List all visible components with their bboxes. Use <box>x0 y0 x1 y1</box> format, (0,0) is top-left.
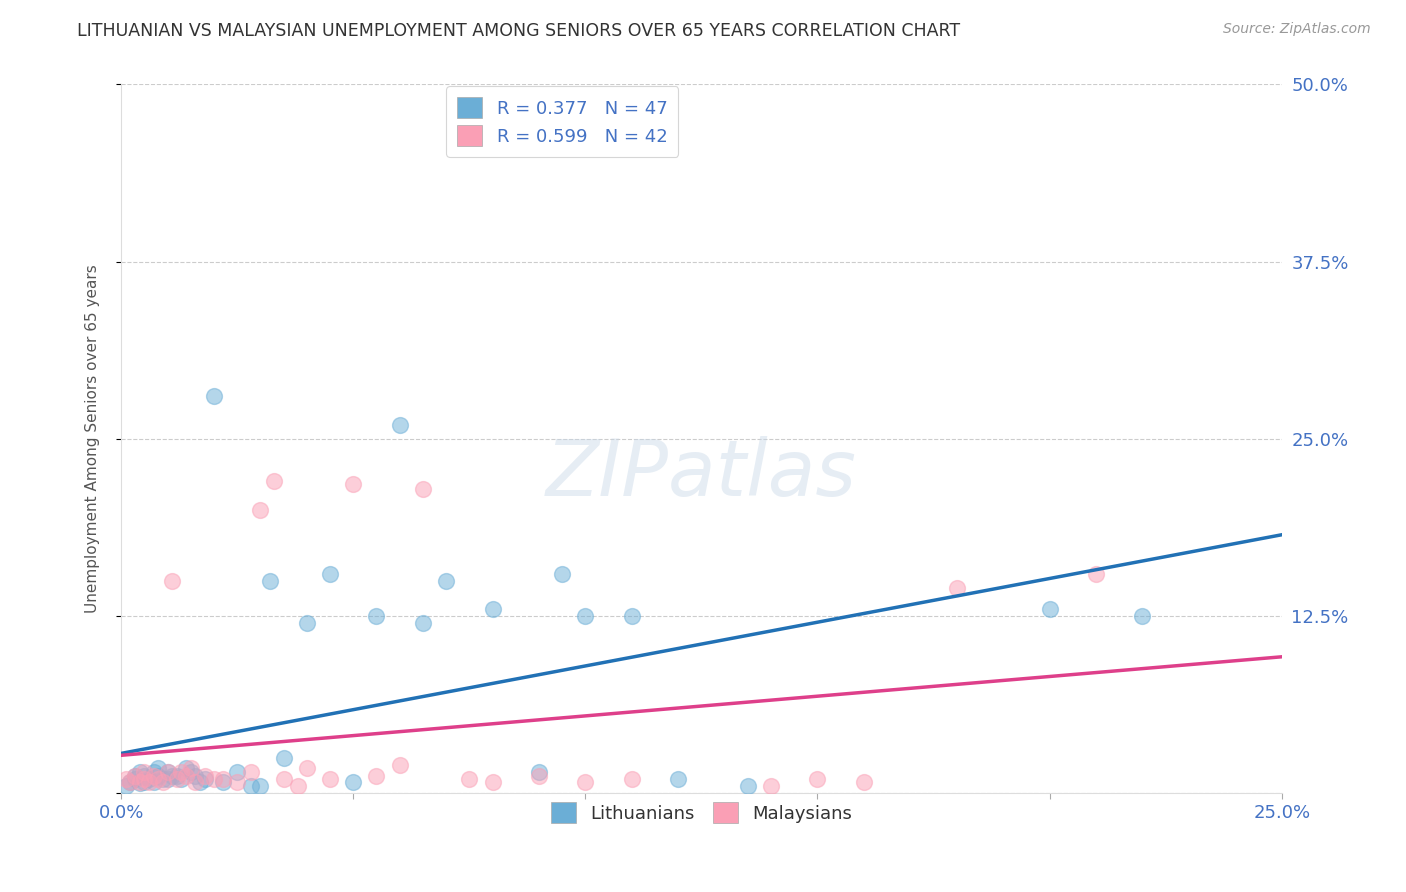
Point <box>366 609 388 624</box>
Point <box>166 772 188 787</box>
Point <box>366 769 388 783</box>
Point <box>174 769 197 783</box>
Point <box>212 775 235 789</box>
Point <box>434 574 457 588</box>
Point <box>226 765 249 780</box>
Point <box>194 769 217 783</box>
Point <box>737 779 759 793</box>
Legend: Lithuanians, Malaysians: Lithuanians, Malaysians <box>540 791 863 834</box>
Point <box>295 616 318 631</box>
Point <box>174 761 197 775</box>
Point <box>263 475 285 489</box>
Point <box>114 772 136 787</box>
Point <box>128 776 150 790</box>
Point <box>138 772 160 787</box>
Point <box>287 779 309 793</box>
Point <box>527 769 550 783</box>
Point <box>249 779 271 793</box>
Point <box>152 775 174 789</box>
Point <box>184 775 207 789</box>
Point <box>128 765 150 780</box>
Point <box>620 609 643 624</box>
Point <box>202 772 225 787</box>
Y-axis label: Unemployment Among Seniors over 65 years: Unemployment Among Seniors over 65 years <box>86 265 100 614</box>
Point <box>273 772 295 787</box>
Point <box>156 772 179 787</box>
Point <box>945 581 967 595</box>
Point <box>156 765 179 780</box>
Point <box>249 503 271 517</box>
Point <box>170 772 193 787</box>
Point <box>342 477 364 491</box>
Point <box>481 602 503 616</box>
Point <box>412 616 434 631</box>
Point <box>295 761 318 775</box>
Point <box>142 769 165 783</box>
Point <box>152 772 174 787</box>
Point <box>194 772 217 787</box>
Point <box>148 772 170 787</box>
Point <box>806 772 828 787</box>
Point <box>188 775 211 789</box>
Point <box>120 775 142 789</box>
Point <box>666 772 689 787</box>
Text: ZIPatlas: ZIPatlas <box>546 436 856 512</box>
Point <box>412 482 434 496</box>
Point <box>166 769 188 783</box>
Point <box>156 765 179 780</box>
Point <box>551 566 574 581</box>
Point <box>134 769 156 783</box>
Point <box>574 609 596 624</box>
Point <box>160 769 183 783</box>
Point <box>202 389 225 403</box>
Point <box>273 751 295 765</box>
Point <box>1039 602 1062 616</box>
Point <box>458 772 481 787</box>
Point <box>114 779 136 793</box>
Point <box>226 775 249 789</box>
Point <box>319 566 342 581</box>
Point <box>1132 609 1154 624</box>
Point <box>388 417 411 432</box>
Point <box>574 775 596 789</box>
Point <box>124 769 146 783</box>
Point <box>134 772 156 787</box>
Text: Source: ZipAtlas.com: Source: ZipAtlas.com <box>1223 22 1371 37</box>
Point <box>160 574 183 588</box>
Point <box>212 772 235 787</box>
Point <box>180 765 202 780</box>
Point <box>170 765 193 780</box>
Point <box>134 765 156 780</box>
Point <box>527 765 550 780</box>
Point <box>388 758 411 772</box>
Point <box>128 775 150 789</box>
Point <box>124 769 146 783</box>
Point <box>319 772 342 787</box>
Point <box>342 775 364 789</box>
Point <box>180 761 202 775</box>
Point <box>481 775 503 789</box>
Point <box>240 779 263 793</box>
Point <box>142 775 165 789</box>
Point <box>142 765 165 780</box>
Point <box>620 772 643 787</box>
Point <box>148 761 170 775</box>
Point <box>852 775 875 789</box>
Point <box>134 775 156 789</box>
Point <box>1085 566 1108 581</box>
Point <box>120 775 142 789</box>
Point <box>138 775 160 789</box>
Point <box>259 574 281 588</box>
Point <box>148 769 170 783</box>
Point <box>124 772 146 787</box>
Text: LITHUANIAN VS MALAYSIAN UNEMPLOYMENT AMONG SENIORS OVER 65 YEARS CORRELATION CHA: LITHUANIAN VS MALAYSIAN UNEMPLOYMENT AMO… <box>77 22 960 40</box>
Point <box>184 769 207 783</box>
Point <box>240 765 263 780</box>
Point <box>759 779 782 793</box>
